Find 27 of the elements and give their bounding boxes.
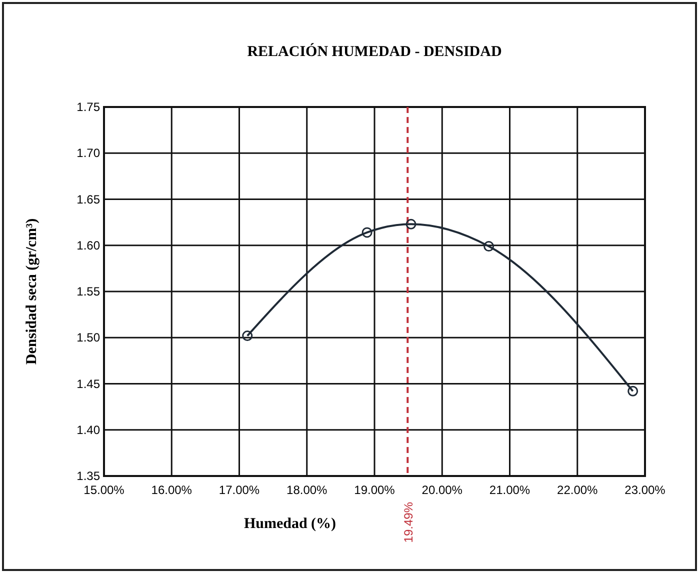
x-tick-label: 23.00% — [624, 483, 666, 497]
y-tick-label: 1.60 — [76, 238, 100, 252]
y-tick-label: 1.55 — [76, 284, 100, 298]
y-tick-label: 1.45 — [76, 376, 100, 391]
y-axis-title: Densidad seca (gr/cm³) — [24, 218, 40, 365]
point — [628, 386, 638, 396]
point — [362, 227, 372, 238]
y-tick-label: 1.75 — [76, 100, 100, 114]
y-tick-label: 1.40 — [76, 422, 100, 437]
y-tick-label: 1.65 — [76, 192, 100, 206]
x-tick-label: 16.00% — [151, 483, 192, 497]
x-tick-label: 22.00% — [557, 483, 598, 497]
ref-line-label: 19.49% — [402, 502, 416, 543]
x-axis-title: Humedad (%) — [244, 516, 336, 532]
x-tick-label: 17.00% — [218, 483, 260, 497]
point — [242, 330, 253, 342]
x-tick-label: 19.00% — [354, 483, 396, 497]
y-tick-label: 1.50 — [76, 330, 100, 345]
point — [484, 241, 494, 252]
y-tick-label: 1.70 — [76, 146, 100, 160]
point — [406, 218, 416, 230]
x-tick-label: 21.00% — [489, 483, 530, 497]
chart-title: RELACIÓN HUMEDAD - DENSIDAD — [247, 43, 502, 60]
x-tick-label: 20.00% — [422, 483, 463, 497]
y-tick-label: 1.35 — [76, 469, 100, 483]
x-tick-label: 15.00% — [84, 483, 125, 497]
x-tick-label: 18.00% — [286, 483, 328, 497]
